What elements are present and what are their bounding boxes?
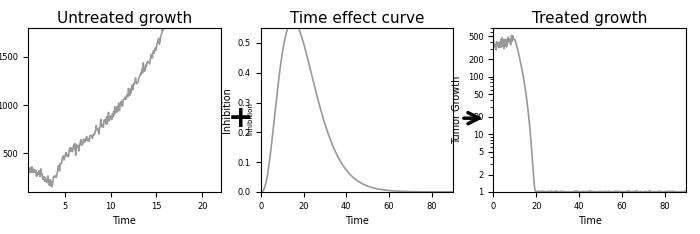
Text: Inhibition: Inhibition	[247, 102, 253, 135]
Title: Time effect curve: Time effect curve	[290, 11, 424, 26]
X-axis label: Time: Time	[578, 216, 602, 226]
Title: Treated growth: Treated growth	[532, 11, 648, 26]
Text: +: +	[228, 104, 253, 133]
Title: Untreated growth: Untreated growth	[57, 11, 192, 26]
X-axis label: Time: Time	[112, 216, 136, 226]
X-axis label: Time: Time	[345, 216, 369, 226]
Y-axis label: Tumor Growth: Tumor Growth	[452, 76, 463, 144]
Y-axis label: Inhibition: Inhibition	[222, 87, 232, 133]
